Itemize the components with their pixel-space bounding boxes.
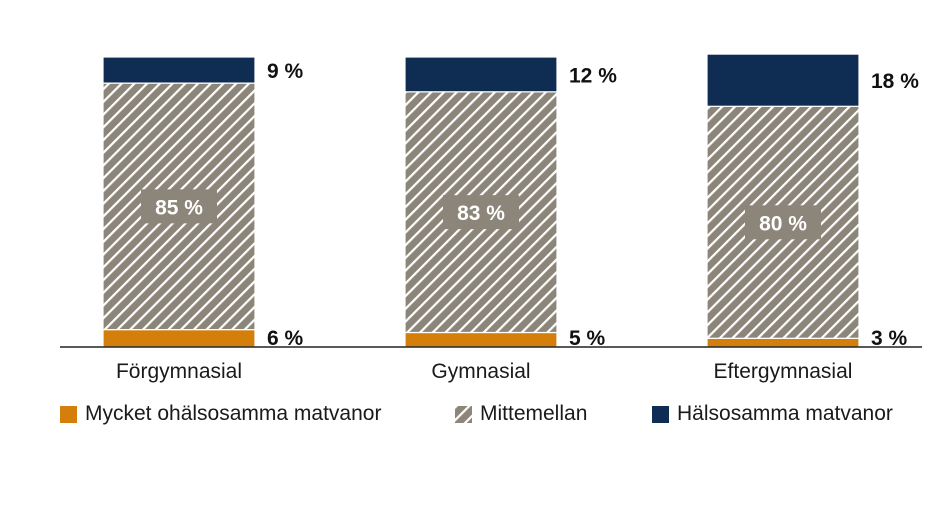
legend-swatch-orange [60,405,77,423]
data-label-halsosamma: 9 % [267,60,304,83]
bar-segment-ohalsosamma [706,337,860,348]
data-label-halsosamma: 18 % [871,70,919,93]
data-label-mittemellan: 83 % [457,202,505,225]
legend-label: Mittemellan [480,402,588,425]
data-label-ohalsosamma: 6 % [267,327,304,350]
data-label-halsosamma: 12 % [569,64,617,87]
bar-segment-ohalsosamma [102,329,256,348]
data-label-mittemellan: 80 % [759,212,807,235]
legend-label: Hälsosamma matvanor [677,402,893,425]
data-label-box [141,189,217,224]
data-label-mittemellan: 85 % [155,196,203,219]
data-label-ohalsosamma: 5 % [569,327,606,350]
data-label-box [443,195,519,230]
legend-item-mittemellan: Mittemellan [455,402,587,426]
x-tick-label: Förgymnasial [116,360,242,383]
bar-segment-ohalsosamma [404,331,558,348]
legend-swatch-navy [652,405,669,423]
x-tick-label: Gymnasial [431,360,530,383]
legend-label: Mycket ohälsosamma matvanor [85,402,382,425]
bar-segment-halsosamma [102,56,256,84]
legend: Mycket ohälsosamma matvanor Mittemellan … [60,402,930,430]
legend-item-halsosamma: Hälsosamma matvanor [652,402,893,426]
data-label-box [745,205,821,240]
bar-segment-halsosamma [706,53,860,107]
data-label-ohalsosamma: 3 % [871,327,908,350]
x-tick-label: Eftergymnasial [714,360,853,383]
legend-swatch-hatched [455,405,472,423]
bar-segment-halsosamma [404,56,558,93]
legend-item-ohalsosamma: Mycket ohälsosamma matvanor [60,402,381,426]
